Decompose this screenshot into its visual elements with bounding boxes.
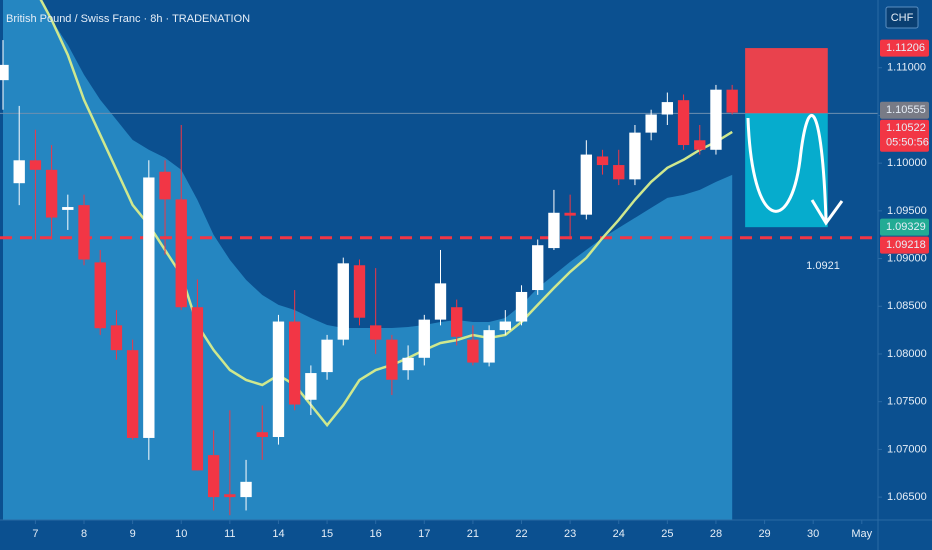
candle-body <box>110 325 123 351</box>
x-tick-label: 10 <box>175 528 187 540</box>
y-tick-label: 1.06500 <box>887 491 927 503</box>
currency: CHF <box>891 12 914 24</box>
candle-body <box>629 132 641 180</box>
candle-body <box>13 160 25 184</box>
arrow-head <box>810 199 844 226</box>
candle-body <box>29 160 42 170</box>
candle-body <box>710 89 722 150</box>
candle-body <box>321 339 333 373</box>
plot-area <box>0 0 878 520</box>
x-tick-label: 28 <box>710 528 722 540</box>
x-tick-label: 22 <box>515 528 527 540</box>
candle-body <box>256 432 268 437</box>
candle-body <box>661 102 674 115</box>
price-tag <box>880 119 929 152</box>
price-tag <box>880 218 929 236</box>
x-tick-label: 23 <box>564 528 576 540</box>
price-tag-label: 1.11206 <box>886 42 925 54</box>
candle-body <box>386 339 398 380</box>
x-tick-label: 21 <box>467 528 479 540</box>
x-tick-label: May <box>851 528 872 540</box>
candle-body <box>240 481 252 498</box>
y-tick-label: 1.08000 <box>887 348 927 360</box>
candle-body <box>499 321 511 331</box>
candle-body <box>353 265 366 318</box>
price-tag-label: 1.10522 <box>886 122 926 134</box>
candle-body <box>0 64 9 81</box>
candle-body <box>126 350 139 438</box>
x-tick-label: 17 <box>418 528 430 540</box>
candle-body <box>159 171 171 200</box>
candle-body <box>191 307 204 471</box>
candle-body <box>451 307 463 337</box>
candle-body <box>94 262 106 329</box>
y-tick-label: 1.07500 <box>887 396 927 408</box>
candle-body <box>224 494 236 498</box>
candle-body <box>207 455 220 498</box>
y-tick-label: 1.10000 <box>887 157 927 169</box>
candle-body <box>548 212 560 249</box>
candle-body <box>175 199 187 308</box>
band-area <box>3 0 733 520</box>
y-tick-label: 1.11000 <box>887 62 926 74</box>
candle-body <box>580 154 593 215</box>
countdown: 05:50:56 <box>886 137 929 149</box>
x-tick-label: 30 <box>807 528 819 540</box>
x-tick-label: 7 <box>32 528 38 540</box>
candle-body <box>402 357 414 371</box>
annotation: 1.0921 <box>806 260 840 272</box>
x-tick-label: 15 <box>321 528 333 540</box>
y-tick-label: 1.09000 <box>887 252 927 264</box>
candle-body <box>305 373 317 400</box>
y-tick-label: 1.07000 <box>887 443 927 455</box>
candle-body <box>143 177 155 438</box>
candle-body <box>45 169 58 218</box>
candle-body <box>272 321 285 437</box>
candle-body <box>370 325 382 340</box>
candle-body <box>467 339 479 363</box>
candle-body <box>613 165 625 180</box>
candle-body <box>515 291 528 322</box>
y-tick-label: 1.09500 <box>887 205 927 217</box>
target-zone <box>745 113 828 228</box>
x-tick-label: 14 <box>272 528 284 540</box>
projection-arrow <box>746 113 828 221</box>
candle-body <box>78 205 90 260</box>
x-tick-label: 24 <box>613 528 625 540</box>
price-tag <box>880 101 929 119</box>
candle-body <box>288 321 301 405</box>
x-tick-label: 8 <box>81 528 87 540</box>
x-tick-label: 25 <box>661 528 673 540</box>
candle-body <box>677 100 690 146</box>
candle-body <box>483 330 495 363</box>
candle-body <box>645 114 657 133</box>
chart-title: British Pound / Swiss Franc · 8h · TRADE… <box>6 13 250 25</box>
x-tick-label: 11 <box>224 528 235 540</box>
candle-body <box>337 263 349 340</box>
x-tick-label: 16 <box>370 528 382 540</box>
x-tick-label: 9 <box>130 528 136 540</box>
currency-box <box>885 6 919 29</box>
candle-body <box>596 156 609 166</box>
stop-zone <box>745 48 828 114</box>
candle-body <box>564 212 576 216</box>
candle-body <box>434 283 447 320</box>
price-tag-label: 1.09218 <box>886 239 926 251</box>
x-tick-label: 29 <box>758 528 770 540</box>
candle-body <box>418 319 430 358</box>
candle-body <box>62 207 74 210</box>
price-tag-label: 1.10555 <box>886 104 926 116</box>
y-tick-label: 1.08500 <box>887 300 927 312</box>
price-tag <box>880 236 929 254</box>
price-tag-label: 1.09329 <box>886 221 926 233</box>
price-tag <box>880 39 929 57</box>
candle-body <box>694 140 706 150</box>
candle-body <box>726 89 738 113</box>
candle-body <box>532 245 544 291</box>
